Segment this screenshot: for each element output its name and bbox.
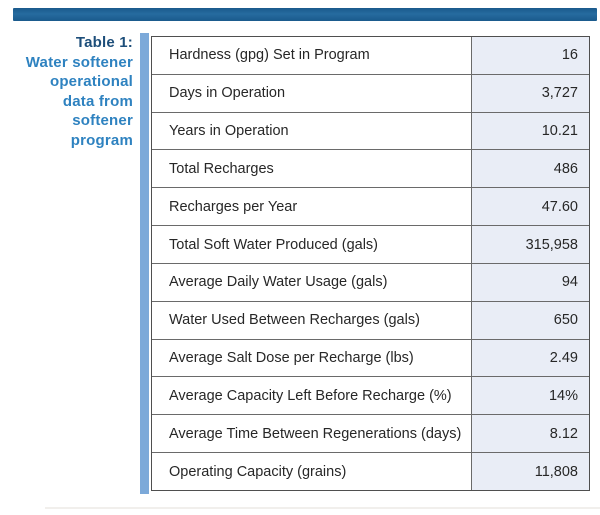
row-value: 650	[471, 301, 589, 339]
row-label: Average Capacity Left Before Recharge (%…	[152, 377, 471, 415]
table-row: Operating Capacity (grains) 11,808	[152, 452, 589, 490]
caption-line: data from	[62, 92, 133, 110]
caption-title: Table 1:	[75, 34, 133, 51]
row-value: 11,808	[471, 453, 589, 490]
left-accent-bar	[140, 33, 149, 494]
row-value: 14%	[471, 377, 589, 415]
row-label: Average Time Between Regenerations (days…	[152, 415, 471, 453]
caption-line: operational	[49, 73, 133, 90]
row-value: 3,727	[471, 74, 589, 112]
top-accent-bar	[13, 8, 597, 21]
row-label: Operating Capacity (grains)	[152, 453, 471, 490]
row-value: 486	[471, 150, 589, 188]
table-row: Average Salt Dose per Recharge (lbs) 2.4…	[152, 338, 589, 377]
row-label: Average Salt Dose per Recharge (lbs)	[152, 339, 471, 377]
table-row: Years in Operation 10.21	[152, 111, 589, 150]
data-table: Hardness (gpg) Set in Program 16 Days in…	[151, 36, 590, 491]
caption-line: softener	[72, 112, 133, 129]
table-row: Water Used Between Recharges (gals) 650	[152, 300, 589, 339]
row-label: Hardness (gpg) Set in Program	[152, 37, 471, 74]
row-value: 10.21	[471, 112, 589, 150]
caption-line: Water softener	[25, 53, 133, 71]
row-value: 94	[471, 263, 589, 301]
table-row: Hardness (gpg) Set in Program 16	[152, 37, 589, 74]
row-label: Years in Operation	[152, 112, 471, 150]
row-label: Water Used Between Recharges (gals)	[152, 301, 471, 339]
table-row: Average Capacity Left Before Recharge (%…	[152, 376, 589, 415]
table-caption: Table 1: Water softener operational data…	[0, 33, 133, 150]
row-value: 2.49	[471, 339, 589, 377]
table-row: Average Time Between Regenerations (days…	[152, 414, 589, 453]
row-value: 16	[471, 37, 589, 74]
row-label: Total Recharges	[152, 150, 471, 188]
table-row: Total Recharges 486	[152, 149, 589, 188]
row-label: Recharges per Year	[152, 188, 471, 226]
table-row: Days in Operation 3,727	[152, 73, 589, 112]
row-value: 315,958	[471, 226, 589, 263]
table-row: Recharges per Year 47.60	[152, 187, 589, 226]
bottom-divider	[45, 507, 600, 509]
row-value: 47.60	[471, 188, 589, 226]
row-label: Days in Operation	[152, 74, 471, 112]
row-label: Average Daily Water Usage (gals)	[152, 263, 471, 301]
row-value: 8.12	[471, 415, 589, 453]
table-row: Total Soft Water Produced (gals) 315,958	[152, 225, 589, 263]
row-label: Total Soft Water Produced (gals)	[152, 226, 471, 263]
table-row: Average Daily Water Usage (gals) 94	[152, 262, 589, 301]
caption-line: program	[70, 131, 133, 149]
